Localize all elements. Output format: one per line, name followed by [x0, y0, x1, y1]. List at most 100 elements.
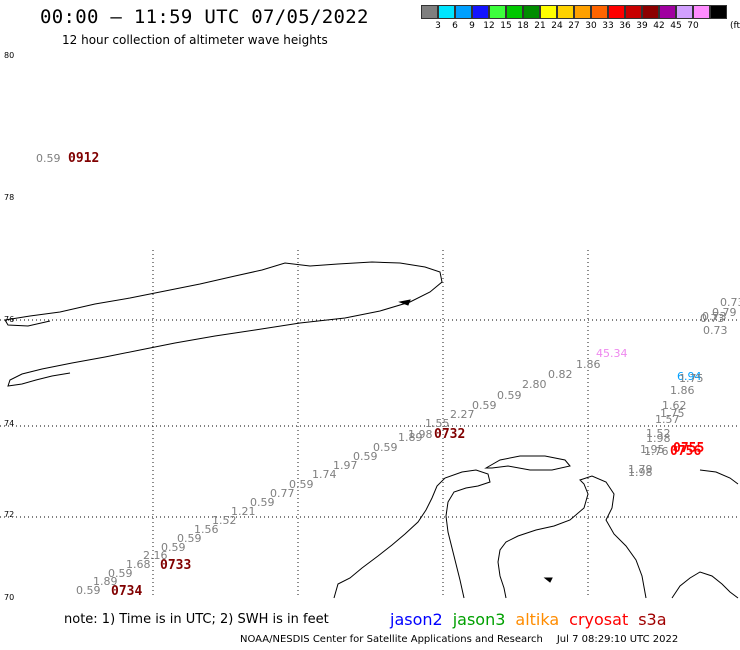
mission-legend: jason2 jason3 altika cryosat s3a — [390, 610, 677, 629]
wave-height-value: 1.98 — [408, 428, 433, 441]
peninsula-coastline — [333, 469, 739, 599]
wave-height-value: 1.75 — [679, 372, 704, 385]
legend-label: 36 — [619, 21, 631, 31]
credit-line: NOAA/NESDIS Center for Satellite Applica… — [240, 634, 678, 645]
legend-swatch — [506, 5, 523, 19]
latitude-label: 78 — [4, 193, 14, 202]
wave-height-value: 1.56 — [194, 523, 219, 536]
wave-height-value: 0.59 — [177, 532, 202, 545]
wave-height-value: 1.52 — [646, 427, 671, 440]
bay-coastline — [484, 455, 571, 471]
mission-jason2-label: jason2 — [390, 610, 443, 629]
wave-height-value: 1.21 — [231, 505, 256, 518]
mission-jason3-label: jason3 — [452, 610, 506, 629]
graticule — [0, 250, 740, 598]
pass-time-label: 0732 — [434, 427, 465, 442]
wave-height-value: 1.86 — [576, 358, 601, 371]
legend-label: 33 — [602, 21, 614, 31]
wave-height-value: 1.97 — [333, 459, 358, 472]
pass-time-label: 0733 — [160, 558, 191, 573]
legend-label: 18 — [517, 21, 529, 31]
wave-height-value: 2.27 — [450, 408, 475, 421]
legend-swatch — [693, 5, 710, 19]
wave-height-value: 0.59 — [76, 584, 101, 597]
wave-height-value: 0.59 — [373, 441, 398, 454]
legend-swatch — [523, 5, 540, 19]
latitude-label: 74 — [4, 419, 14, 428]
wave-height-value: 0.59 — [472, 399, 497, 412]
coastlines — [4, 261, 739, 599]
legend-swatch — [659, 5, 676, 19]
legend-swatch — [489, 5, 506, 19]
wave-height-value: 0.59 — [353, 450, 378, 463]
mission-s3a-label: s3a — [638, 610, 667, 629]
units-note: note: 1) Time is in UTC; 2) SWH is in fe… — [64, 612, 329, 627]
wave-height-value: 0.73 — [703, 324, 728, 337]
latitude-label: 80 — [4, 51, 14, 60]
latitude-label: 70 — [4, 593, 14, 600]
wave-height-value: 1.89 — [93, 575, 118, 588]
wave-height-value: 1.98 — [646, 432, 671, 445]
wave-height-value: 1.55 — [425, 417, 450, 430]
wave-height-value: 45.34 — [596, 347, 628, 360]
wave-height-value: 0.59 — [497, 389, 522, 402]
pass-time-label: 0756 — [670, 444, 701, 459]
wave-height-value: 1.75 — [660, 407, 685, 420]
wave-height-value: 1.76 — [644, 445, 669, 458]
wave-height-value: 1.74 — [312, 468, 337, 481]
pass-time-label: 0755 — [673, 441, 704, 456]
wave-height-value: 0.73 — [700, 312, 725, 325]
pass-time-label: 0912 — [68, 151, 99, 166]
wave-height-value: 6.94 — [677, 370, 702, 383]
legend-swatch — [710, 5, 727, 19]
legend-label: 70 — [687, 21, 699, 31]
legend-swatch — [472, 5, 489, 19]
legend-label: 42 — [653, 21, 665, 31]
generated-timestamp: Jul 7 08:29:10 UTC 2022 — [556, 634, 679, 645]
islet-small — [543, 577, 553, 583]
wave-height-value: 1.79 — [628, 463, 653, 476]
page-title: 00:00 – 11:59 UTC 07/05/2022 — [40, 6, 369, 28]
latitude-labels: 80 78 76 74 72 70 — [4, 51, 14, 600]
legend-label: 24 — [551, 21, 563, 31]
wave-height-value: 0.59 — [161, 541, 186, 554]
wave-height-value: 1.62 — [662, 399, 687, 412]
legend-unit: (ft) — [730, 21, 740, 31]
legend-label: 3 — [435, 21, 441, 31]
mission-cryosat-label: cryosat — [569, 610, 629, 629]
wave-height-value: 0.59 — [250, 496, 275, 509]
wave-height-labels: 0.590.591.890.591.682.160.590.591.561.52… — [36, 152, 740, 597]
wave-height-value: 1.68 — [126, 558, 151, 571]
wave-height-value: 0.73 — [720, 296, 740, 309]
wave-height-value: 1.95 — [640, 443, 665, 456]
latitude-label: 76 — [4, 315, 14, 324]
wave-height-value: 1.86 — [670, 384, 695, 397]
legend-swatch — [540, 5, 557, 19]
legend-swatch — [676, 5, 693, 19]
credit-text: NOAA/NESDIS Center for Satellite Applica… — [240, 634, 543, 645]
legend-label: 39 — [636, 21, 648, 31]
latitude-label: 72 — [4, 510, 14, 519]
legend-swatch — [421, 5, 438, 19]
wave-height-value: 1.52 — [212, 514, 237, 527]
wave-height-value: 0.77 — [270, 487, 295, 500]
wave-height-value: 0.59 — [108, 567, 133, 580]
legend-label: 27 — [568, 21, 580, 31]
legend-label: 9 — [469, 21, 475, 31]
wave-height-value: 0.59 — [36, 152, 61, 165]
legend-label: 12 — [483, 21, 495, 31]
legend-label: 6 — [452, 21, 458, 31]
legend-label: 15 — [500, 21, 512, 31]
wave-height-value: 2.80 — [522, 378, 547, 391]
wave-height-value: 1.98 — [628, 466, 653, 479]
legend-swatch — [557, 5, 574, 19]
legend-swatch — [591, 5, 608, 19]
wave-height-value: 1.57 — [655, 413, 680, 426]
legend-swatch — [625, 5, 642, 19]
legend-label: 45 — [670, 21, 682, 31]
legend-swatch — [438, 5, 455, 19]
